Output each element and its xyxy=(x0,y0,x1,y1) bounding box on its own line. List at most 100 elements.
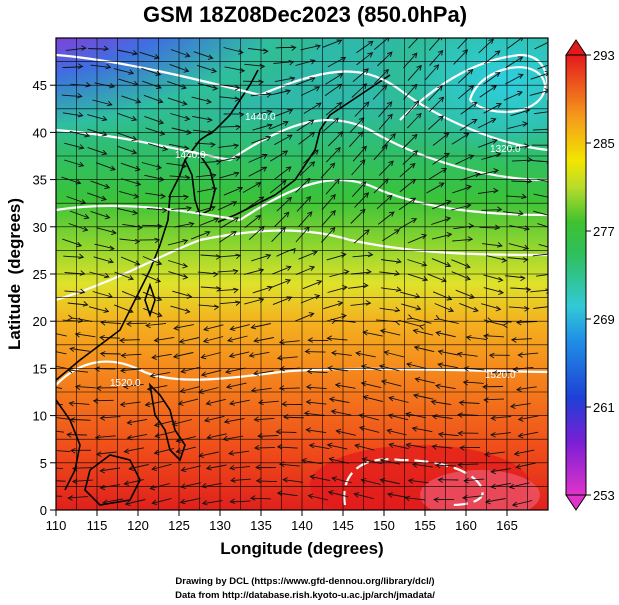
streamline xyxy=(276,431,297,433)
streamline xyxy=(166,162,187,167)
streamline-arrowhead xyxy=(78,161,85,167)
streamline xyxy=(532,128,548,131)
streamline-arrowhead xyxy=(411,218,418,224)
streamline xyxy=(269,180,287,194)
streamline xyxy=(413,394,434,400)
streamline xyxy=(432,200,451,210)
streamline-arrowhead xyxy=(305,384,312,390)
streamline-arrowhead xyxy=(285,265,292,271)
streamline xyxy=(301,459,322,465)
streamline xyxy=(125,499,146,505)
streamline-arrowhead xyxy=(357,131,364,137)
streamline-arrowhead xyxy=(184,52,191,58)
streamline-arrowhead xyxy=(81,45,87,51)
streamline xyxy=(276,197,292,212)
streamline-arrowhead xyxy=(416,64,422,71)
streamline xyxy=(329,398,350,404)
streamline xyxy=(533,111,548,115)
streamline xyxy=(172,290,192,298)
streamline-arrowhead xyxy=(229,464,235,471)
streamline-arrowhead xyxy=(67,314,74,321)
streamline-arrowhead xyxy=(281,401,287,407)
streamline-arrowhead xyxy=(78,253,85,260)
streamline-arrowhead xyxy=(99,467,105,474)
streamline xyxy=(279,463,300,467)
streamline-arrowhead xyxy=(330,193,336,200)
streamline-arrowhead xyxy=(134,260,141,266)
streamline-arrowhead xyxy=(463,477,469,484)
streamline-arrowhead xyxy=(257,399,264,406)
streamline-arrowhead xyxy=(235,253,242,260)
streamline-arrowhead xyxy=(160,193,167,200)
streamline-arrowhead xyxy=(248,352,255,358)
streamline-arrowhead xyxy=(365,300,372,306)
streamline-arrowhead xyxy=(367,251,374,258)
streamline xyxy=(272,266,292,275)
streamline-arrowhead xyxy=(232,287,239,294)
streamline-arrowhead xyxy=(337,73,344,79)
streamline xyxy=(381,259,401,263)
streamline-arrowhead xyxy=(50,449,55,454)
streamline-arrowhead xyxy=(330,350,337,356)
streamline xyxy=(296,119,314,132)
streamline xyxy=(246,196,264,209)
streamline xyxy=(335,384,356,389)
streamline-arrowhead xyxy=(47,349,52,354)
streamline xyxy=(88,48,109,50)
streamline xyxy=(381,380,402,387)
streamline xyxy=(193,51,213,59)
streamline-arrowhead xyxy=(186,129,193,136)
streamline-arrowhead xyxy=(128,69,135,75)
streamline xyxy=(453,225,474,230)
streamline-arrowhead xyxy=(358,413,365,419)
streamline-arrowhead xyxy=(437,85,443,92)
streamline xyxy=(323,117,339,132)
streamline xyxy=(227,335,248,342)
streamline-arrowhead xyxy=(549,109,553,114)
streamline xyxy=(481,209,502,211)
streamline xyxy=(429,96,444,112)
streamline xyxy=(332,477,352,484)
streamline-arrowhead xyxy=(305,427,312,433)
streamline-arrowhead xyxy=(517,73,524,79)
streamline xyxy=(269,121,289,130)
streamline-arrowhead xyxy=(548,305,553,310)
streamline-arrowhead xyxy=(71,465,78,472)
streamline xyxy=(380,459,401,465)
streamline xyxy=(424,64,439,81)
streamline-arrowhead xyxy=(278,385,285,391)
streamline-arrowhead xyxy=(83,213,90,220)
streamline xyxy=(75,333,96,338)
streamline xyxy=(483,274,503,281)
streamline-arrowhead xyxy=(157,98,164,104)
streamline xyxy=(373,38,389,51)
streamline-arrowhead xyxy=(483,397,489,403)
streamline-arrowhead xyxy=(520,38,524,42)
streamline-arrowhead xyxy=(527,156,533,163)
streamline xyxy=(230,478,251,482)
streamline-arrowhead xyxy=(183,145,190,151)
streamline-arrowhead xyxy=(258,196,265,202)
streamline-arrowhead xyxy=(354,443,361,449)
streamline-arrowhead xyxy=(456,351,463,358)
streamline-arrowhead xyxy=(182,274,189,280)
streamline-arrowhead xyxy=(362,329,368,336)
streamline-arrowhead xyxy=(553,250,558,255)
streamline xyxy=(223,187,243,196)
streamline xyxy=(152,497,172,504)
streamline-arrowhead xyxy=(433,64,440,70)
streamline-arrowhead xyxy=(435,330,442,337)
streamline-arrowhead xyxy=(386,51,393,58)
streamline xyxy=(249,351,270,357)
streamline-arrowhead xyxy=(394,306,401,313)
streamline xyxy=(274,211,290,227)
streamline-arrowhead xyxy=(315,102,322,108)
streamline-arrowhead xyxy=(261,166,268,172)
streamline xyxy=(190,231,210,240)
streamline xyxy=(143,94,163,103)
streamline-arrowhead xyxy=(110,165,116,171)
colorbar-bottom-arrow xyxy=(565,494,587,511)
philippines-coastline xyxy=(148,382,186,462)
streamline xyxy=(251,136,271,144)
streamline-arrowhead xyxy=(230,230,237,237)
